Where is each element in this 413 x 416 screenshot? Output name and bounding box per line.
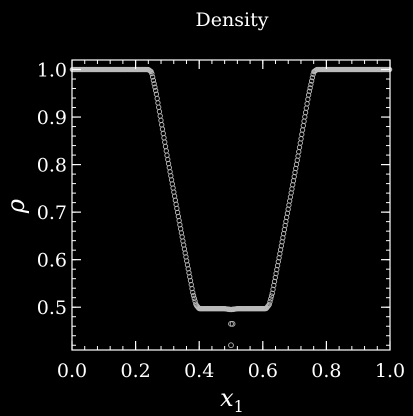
data-point: [303, 105, 309, 111]
data-point: [297, 140, 303, 146]
y-tick-label: 0.6: [37, 250, 67, 272]
x-tick-label: 0.4: [184, 360, 214, 382]
data-point: [296, 149, 302, 155]
data-point: [301, 118, 307, 124]
data-point: [149, 70, 155, 77]
data-point: [299, 131, 305, 137]
data-point: [228, 342, 234, 349]
data-point: [157, 113, 163, 119]
data-point: [304, 101, 310, 107]
data-point: [305, 92, 312, 98]
data-point: [154, 95, 160, 102]
plot-frame: [71, 59, 391, 351]
data-point: [164, 152, 170, 158]
y-tick-label: 0.9: [37, 107, 67, 129]
y-tick-label: 0.5: [37, 297, 67, 319]
axis-ticks: [71, 59, 391, 350]
data-point: [150, 77, 157, 84]
data-point: [229, 321, 236, 327]
y-tick-label: 0.7: [37, 202, 67, 224]
data-point: [155, 100, 161, 106]
data-point: [310, 71, 316, 77]
chart-title: Density: [196, 9, 269, 31]
data-point: [305, 96, 311, 103]
data-point: [156, 104, 162, 110]
data-point: [307, 85, 313, 91]
data-point: [267, 299, 273, 305]
data-point: [295, 153, 301, 159]
data-point: [268, 293, 275, 299]
y-tick-label: 1.0: [37, 60, 67, 82]
data-point: [191, 295, 197, 301]
x-tick-label: 0.6: [248, 360, 278, 382]
x-tick-label: 0.2: [120, 360, 150, 382]
data-point: [308, 81, 314, 88]
data-point: [306, 88, 313, 94]
data-point: [152, 84, 158, 90]
data-point: [266, 301, 272, 308]
data-point: [163, 148, 169, 154]
data-point: [296, 144, 303, 151]
data-point: [153, 87, 159, 94]
data-point: [149, 74, 156, 80]
data-point: [159, 126, 166, 132]
x-axis-label-main: x: [220, 384, 234, 412]
data-point: [190, 289, 196, 296]
data-point: [151, 81, 157, 87]
x-axis-label: x1: [220, 384, 244, 416]
data-point: [268, 296, 274, 302]
data-point: [299, 127, 306, 133]
data-point: [309, 75, 316, 81]
data-point: [158, 117, 164, 124]
data-point: [298, 136, 304, 142]
data-point: [308, 78, 315, 84]
y-tick-label: 0.8: [37, 155, 67, 177]
data-point: [190, 292, 197, 299]
data-point: [269, 290, 275, 296]
x-tick-label: 0.8: [311, 360, 341, 382]
y-axis-label: ρ: [2, 199, 30, 214]
x-tick-label: 1.0: [375, 360, 405, 382]
data-point: [161, 135, 167, 141]
data-marks: [69, 66, 393, 349]
data-point: [302, 114, 308, 120]
x-axis-label-subscript: 1: [234, 397, 244, 416]
data-point: [294, 157, 300, 163]
x-tick-label: 0.0: [57, 360, 87, 382]
data-point: [300, 122, 306, 129]
data-point: [162, 143, 169, 150]
data-point: [228, 321, 234, 327]
data-point: [302, 109, 309, 116]
tick-labels: 0.0 0.2 0.4 0.6 0.8 1.0 0.5 0.6 0.7 0.8 0.9 1.0: [37, 60, 405, 382]
data-point: [156, 108, 163, 115]
data-point: [162, 139, 168, 145]
data-point: [159, 122, 165, 128]
data-point: [160, 130, 166, 137]
